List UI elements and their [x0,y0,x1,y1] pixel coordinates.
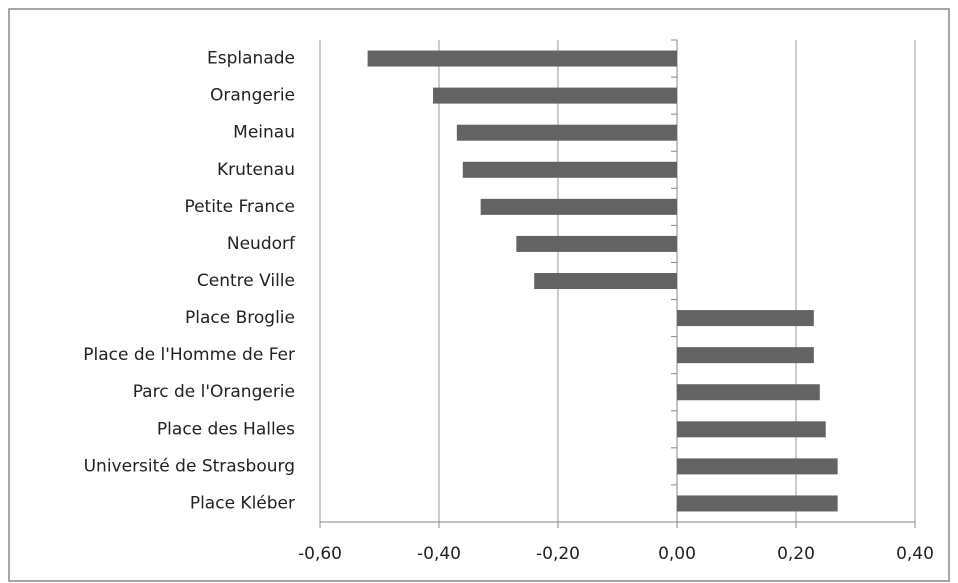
y-tick-label: Place Kléber [190,493,295,513]
bar [433,87,677,104]
bar [367,50,677,67]
x-tick-label: 0,20 [777,544,815,564]
x-tick-label: -0,60 [298,544,342,564]
bar [677,458,838,475]
x-tick-label: 0,00 [658,544,696,564]
y-tick-label: Petite France [184,197,295,217]
bar [677,495,838,512]
x-tick-label: -0,40 [417,544,461,564]
bar [534,273,677,289]
y-tick-label: Orangerie [210,86,295,106]
bar [677,310,814,327]
y-tick-label: Université de Strasbourg [84,456,295,476]
y-tick-label: Centre Ville [197,271,295,291]
y-tick-label: Krutenau [217,160,295,180]
x-tick-label: -0,20 [536,544,580,564]
bar [462,161,677,178]
bar [480,198,677,215]
x-tick-label: 0,40 [896,544,934,564]
y-tick-label: Neudorf [227,234,296,254]
y-tick-label: Esplanade [207,49,295,69]
y-tick-label: Place de l'Homme de Fer [83,345,295,365]
chart-frame [8,8,950,582]
y-tick-label: Parc de l'Orangerie [133,382,295,402]
bar [516,235,677,252]
y-tick-label: Meinau [233,123,295,143]
y-tick-label: Place des Halles [157,419,295,439]
bar [677,421,826,438]
bar [677,347,814,364]
y-tick-label: Place Broglie [185,308,295,328]
bar [677,384,820,401]
bar [456,124,677,141]
